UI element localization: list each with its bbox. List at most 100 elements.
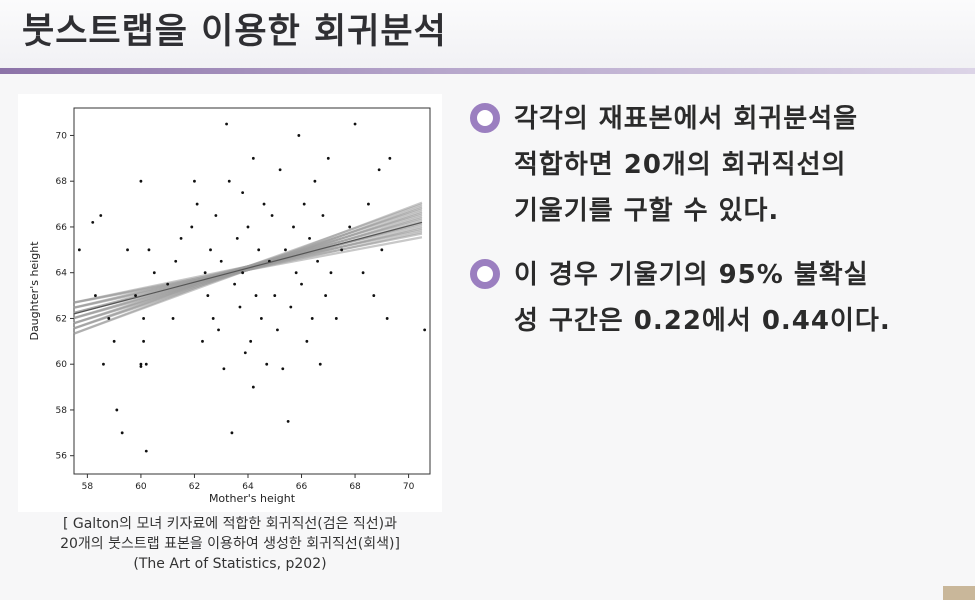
data-point [276,328,279,332]
bullet-line: 각각의 재표본에서 회귀분석을 [514,104,859,134]
data-point [241,191,245,195]
data-point [380,248,384,252]
data-point [126,248,129,252]
data-point [388,156,392,160]
data-point [297,134,301,137]
data-point [281,367,285,371]
caption-line-2: 20개의 붓스트랩 표본을 이용하여 생성한 회귀직선(회색)] [60,536,400,552]
data-point [316,259,319,263]
data-point [230,431,234,435]
x-tick-label: 62 [189,482,200,492]
data-point [246,225,250,229]
caption-line-3: (The Art of Statistics, p202) [133,556,327,572]
data-point [257,248,261,252]
caption-line-1: [ Galton의 모녀 키자료에 적합한 회귀직선(검은 직선)과 [62,516,398,532]
x-tick-label: 66 [296,482,308,492]
data-point [340,248,344,252]
data-point [334,317,338,320]
data-point [219,259,223,263]
data-point [144,449,148,453]
figure-caption: [ Galton의 모녀 키자료에 적합한 회귀직선(검은 직선)과 20개의 … [10,514,450,574]
x-axis-ticks: 58 60 62 64 66 68 70 [82,474,415,492]
data-point [179,236,183,240]
data-point [227,179,231,183]
data-point [142,339,145,343]
data-point [278,168,282,172]
data-point [318,362,322,366]
data-point [102,362,105,366]
data-point [294,271,298,275]
bullet-item: 이 경우 기울기의 95% 불확실 성 구간은 0.22에서 0.44이다. [470,252,960,344]
bullet-text: 각각의 재표본에서 회귀분석을 적합하면 20개의 회귀직선의 기울기를 구할 … [514,96,858,234]
data-point [321,214,325,217]
y-tick-label: 62 [56,314,67,324]
y-tick-label: 68 [56,177,68,187]
data-point [251,385,255,389]
data-point [241,271,245,275]
y-axis-ticks: 56 58 60 62 64 66 68 70 [56,131,74,462]
data-point [348,225,352,229]
data-point [91,220,95,224]
data-point [211,317,215,320]
plot-frame [73,107,431,475]
y-tick-label: 64 [56,269,68,279]
data-point [326,156,330,160]
x-tick-label: 58 [82,482,94,492]
figure-panel: 58 60 62 64 66 68 70 56 58 60 62 64 66 68 70 Mother's… [18,94,442,512]
data-point [152,271,156,275]
data-point [77,248,81,252]
data-point [225,122,228,126]
data-point [324,294,328,297]
data-point [367,202,370,206]
data-point [305,339,309,343]
data-point [139,362,143,366]
bullet-item: 각각의 재표본에서 회귀분석을 적합하면 20개의 회귀직선의 기울기를 구할 … [470,96,960,234]
data-point [94,294,97,297]
x-tick-label: 60 [135,482,147,492]
data-point [249,339,253,343]
data-point [254,294,258,297]
data-point [265,362,269,366]
data-point [193,179,196,183]
data-point [300,282,303,286]
y-tick-label: 66 [56,223,68,233]
data-point [270,214,274,217]
data-point [243,351,247,355]
data-point [273,294,277,297]
data-point [286,419,290,423]
data-point [166,282,170,286]
bullet-line: 성 구간은 0.22에서 0.44이다. [514,306,891,336]
data-point [206,294,210,297]
x-tick-label: 68 [349,482,361,492]
circle-bullet-icon [470,103,500,133]
data-point [139,179,143,183]
data-point [353,122,357,126]
data-point [99,214,103,217]
x-tick-label: 70 [403,482,415,492]
bullet-line: 기울기를 구할 수 있다. [514,196,780,226]
data-point [134,294,137,297]
data-point [423,328,427,332]
page-title: 붓스트랩을 이용한 회귀분석 [22,12,447,52]
y-tick-label: 60 [56,360,68,370]
corner-decoration [943,586,975,600]
data-point [284,248,287,252]
scatter-chart: 58 60 62 64 66 68 70 56 58 60 62 64 66 68 70 Mother's… [28,107,431,505]
data-point [142,317,145,320]
data-point [195,202,199,206]
data-point [238,305,242,309]
data-point [120,431,124,435]
bullet-line: 적합하면 20개의 회귀직선의 [514,150,847,180]
data-point [302,202,306,206]
x-axis-title: Mother's height [209,492,296,505]
x-tick-label: 64 [242,482,254,492]
data-point [201,339,204,343]
data-point [308,236,311,240]
data-point [147,248,151,252]
data-point [112,339,116,343]
data-point [313,179,317,183]
data-point [372,294,376,297]
data-point [233,282,237,286]
data-point [171,317,175,320]
y-axis-title: Daughter's height [28,241,41,341]
